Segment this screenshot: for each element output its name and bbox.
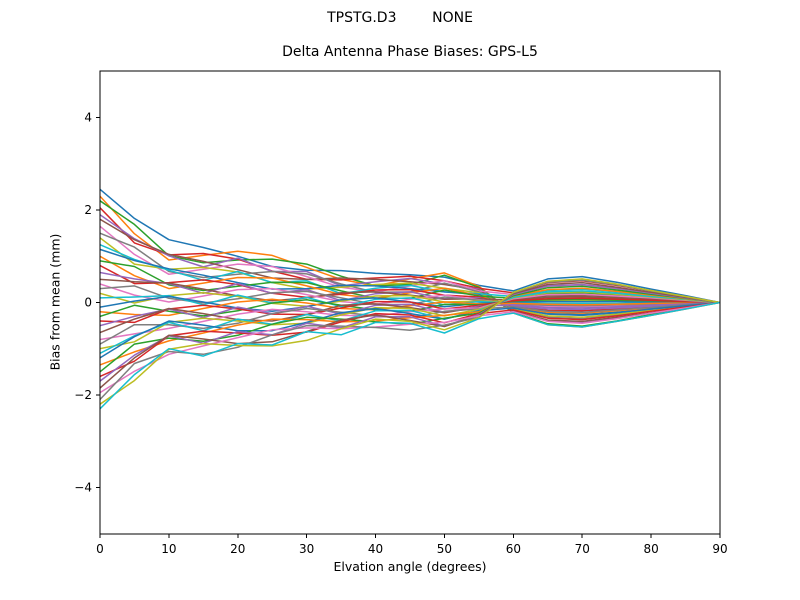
series-line-11 xyxy=(100,255,720,314)
x-tick-label: 70 xyxy=(575,542,590,556)
series-line-0 xyxy=(100,188,720,304)
figure-suptitle: TPSTG.D3 NONE xyxy=(327,10,473,26)
series-line-36 xyxy=(100,301,720,394)
series-line-38 xyxy=(100,278,720,405)
series-line-21 xyxy=(100,298,720,317)
series-line-31 xyxy=(100,287,720,366)
x-tick-label: 60 xyxy=(506,542,521,556)
y-tick-label: −2 xyxy=(74,388,92,402)
x-tick-label: 10 xyxy=(161,542,176,556)
series-line-28 xyxy=(100,291,720,350)
x-axis-label: Elvation angle (degrees) xyxy=(333,559,487,574)
y-axis-label: Bias from mean (mm) xyxy=(47,233,63,371)
series-line-16 xyxy=(100,283,720,308)
series-line-35 xyxy=(100,281,720,389)
y-tick-label: −4 xyxy=(74,480,92,494)
chart-title: Delta Antenna Phase Biases: GPS-L5 xyxy=(282,44,538,60)
series-line-37 xyxy=(100,279,720,401)
x-tick-label: 80 xyxy=(643,542,658,556)
series-line-8 xyxy=(100,237,720,319)
x-tick-label: 20 xyxy=(230,542,245,556)
y-tick-label: 4 xyxy=(84,111,92,125)
x-tick-label: 0 xyxy=(96,542,104,556)
series-line-25 xyxy=(100,294,720,334)
x-tick-label: 40 xyxy=(368,542,383,556)
x-tick-label: 90 xyxy=(712,542,727,556)
series-lines xyxy=(100,188,720,410)
series-line-26 xyxy=(100,293,720,341)
y-tick-label: 2 xyxy=(84,203,92,217)
series-line-33 xyxy=(100,301,720,378)
y-tick-label: 0 xyxy=(84,296,92,310)
series-line-5 xyxy=(100,218,720,323)
x-tick-label: 30 xyxy=(299,542,314,556)
series-line-39 xyxy=(100,301,720,410)
series-line-30 xyxy=(100,301,720,359)
series-line-13 xyxy=(100,264,720,312)
x-tick-label: 50 xyxy=(437,542,452,556)
series-line-23 xyxy=(100,297,720,324)
